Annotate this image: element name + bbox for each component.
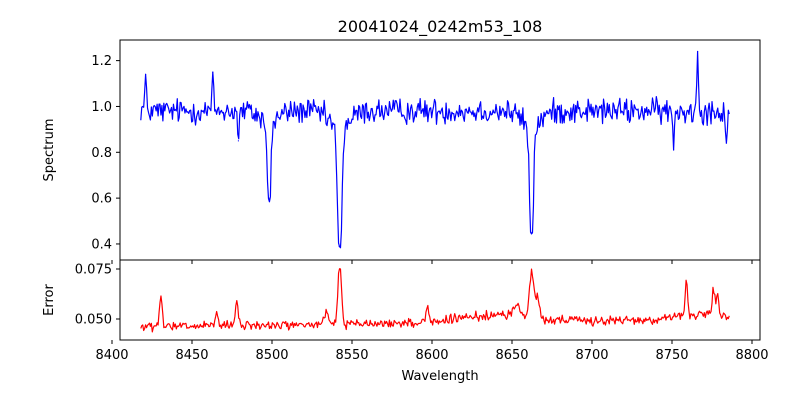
error-line — [140, 268, 730, 333]
error-axes-frame — [119, 259, 761, 341]
y-tick-label: 1.0 — [91, 100, 112, 115]
spectrum-point — [697, 50, 699, 53]
error-x-axis-ticks: 8400 8450 8500 8550 8600 8650 8700 8750 8800 — [95, 340, 769, 363]
y-tick-label: 0.8 — [91, 146, 112, 161]
y-tick-label: 0.4 — [91, 237, 112, 252]
spectrum-point — [212, 71, 214, 73]
x-tick-label: 8400 — [95, 348, 128, 363]
spectrum-point — [673, 149, 675, 151]
y-tick-label: 0.075 — [75, 263, 112, 278]
x-tick-label: 8700 — [575, 348, 608, 363]
spectrum-point — [338, 245, 340, 247]
x-tick-label: 8600 — [415, 348, 448, 363]
x-tick-label: 8550 — [335, 348, 368, 363]
y-tick-label: 1.2 — [91, 54, 112, 69]
x-tick-label: 8500 — [255, 348, 288, 363]
y-tick-label: 0.050 — [75, 313, 112, 328]
spectrum-point — [141, 105, 143, 108]
spectrum-y-axis-ticks: 0.4 0.6 0.8 1.0 1.2 — [91, 54, 120, 252]
chart-title: 20041024_0242m53_108 — [338, 17, 543, 37]
x-tick-label: 8450 — [175, 348, 208, 363]
spectrum-line — [140, 50, 730, 249]
spectrum-point — [725, 142, 728, 144]
x-axis-label: Wavelength — [401, 369, 478, 384]
x-tick-label: 8650 — [495, 348, 528, 363]
spectrum-point — [268, 197, 270, 199]
error-y-axis-label: Error — [42, 284, 57, 316]
spectrum-y-axis-label: Spectrum — [42, 119, 57, 182]
error-y-axis-ticks: 0.050 0.075 — [75, 263, 120, 328]
spectrum-x-axis-ticks — [111, 260, 753, 264]
x-tick-label: 8750 — [655, 348, 688, 363]
spectrum-point — [237, 140, 239, 142]
spectrum-feature-points — [141, 50, 728, 247]
spectrum-point — [530, 231, 532, 234]
x-tick-label: 8800 — [735, 348, 768, 363]
spectrum-panel: 0.4 0.6 0.8 1.0 1.2 Spectrum — [42, 39, 761, 264]
spectrum-point — [145, 73, 147, 75]
y-tick-label: 0.6 — [91, 192, 112, 207]
